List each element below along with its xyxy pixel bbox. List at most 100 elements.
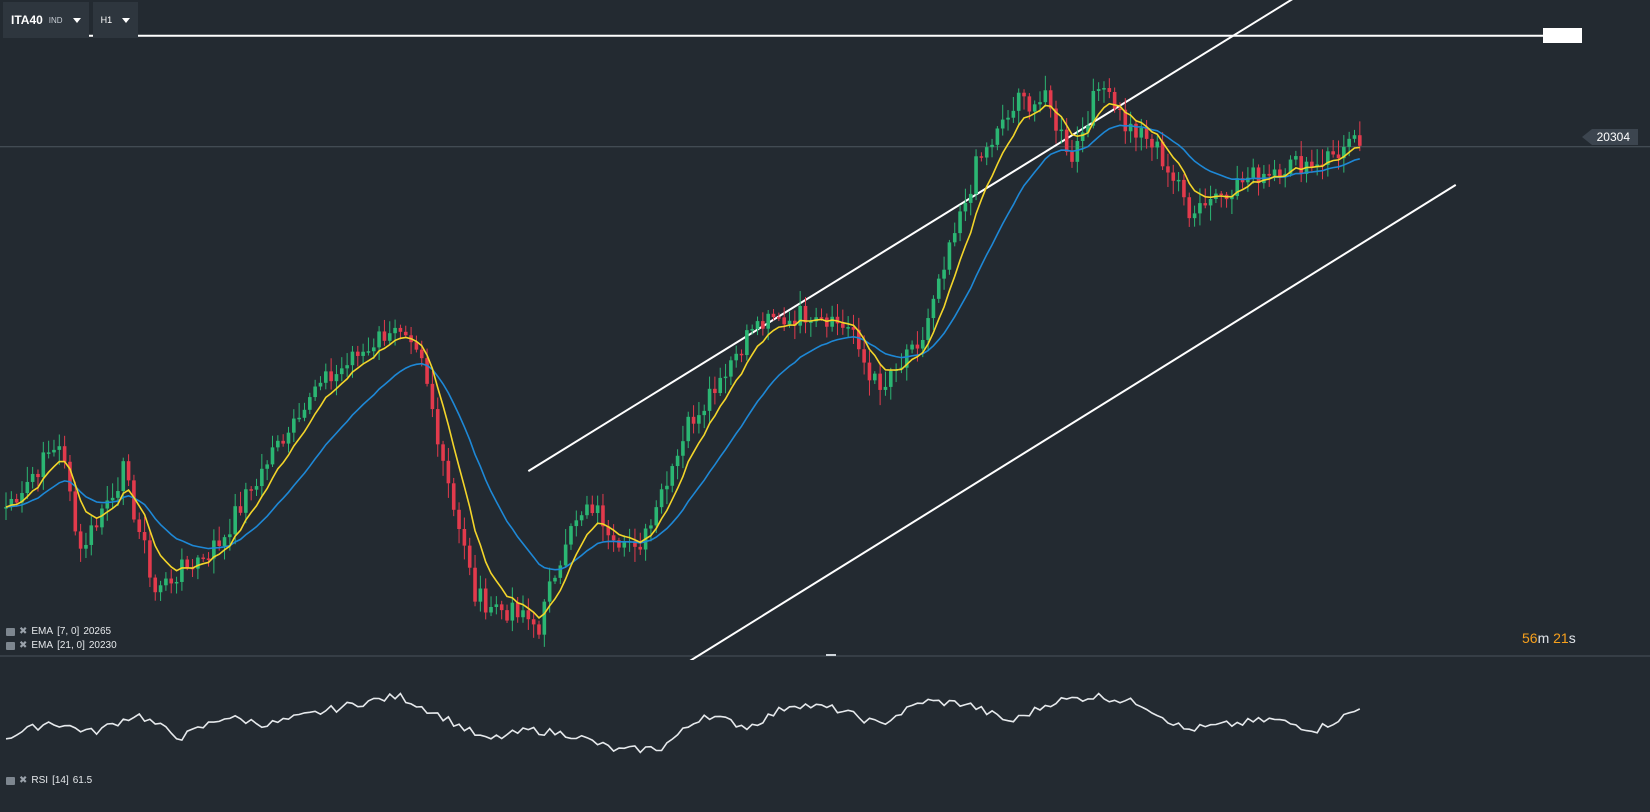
- candle-body: [926, 318, 930, 340]
- candle-body: [339, 368, 344, 375]
- candle-body: [89, 525, 94, 545]
- candle-body: [345, 365, 349, 369]
- candle-body: [238, 506, 243, 513]
- candle-body: [761, 321, 765, 329]
- candle-body: [1299, 156, 1303, 174]
- candle-body: [1139, 127, 1144, 138]
- indicator-settings-icon[interactable]: [6, 641, 15, 650]
- candle-body: [244, 489, 248, 513]
- candle-body: [217, 540, 221, 547]
- ema21-line: [5, 124, 1360, 571]
- candle-body: [169, 578, 174, 584]
- candle-body: [435, 409, 440, 445]
- timeframe-label: H1: [100, 15, 113, 25]
- candle-body: [403, 331, 408, 336]
- candle-body: [483, 588, 488, 613]
- candle-body: [1240, 178, 1245, 183]
- candle-body: [723, 376, 728, 379]
- candle-body: [862, 349, 866, 363]
- candle-body: [158, 585, 163, 593]
- candle-body: [14, 498, 19, 503]
- candle-body: [265, 464, 269, 469]
- candle-body: [201, 557, 206, 560]
- price-chart[interactable]: [0, 0, 1650, 660]
- candle-body: [803, 305, 808, 323]
- candle-body: [915, 344, 920, 349]
- candle-body: [872, 373, 877, 381]
- candle-body: [1155, 141, 1160, 148]
- candle-body: [755, 321, 760, 330]
- candle-body: [1342, 146, 1346, 159]
- candle-body: [1075, 141, 1080, 162]
- candle-body: [638, 546, 643, 550]
- candle-body: [233, 506, 237, 535]
- candle-body: [185, 559, 190, 568]
- countdown-seconds: 21: [1553, 630, 1569, 646]
- candle-body: [1144, 127, 1149, 139]
- candle-body: [665, 485, 669, 490]
- ema7-legend[interactable]: ✖ EMA [7, 0] 20265: [6, 626, 117, 637]
- candle-body: [148, 540, 152, 578]
- candle-body: [521, 610, 525, 618]
- candle-body: [787, 320, 792, 325]
- candle-body: [393, 327, 397, 334]
- candle-body: [387, 333, 392, 341]
- chevron-down-icon: [122, 17, 131, 23]
- candle-body: [617, 540, 621, 548]
- indicator-settings-icon[interactable]: [6, 627, 15, 636]
- rsi-panel[interactable]: [0, 660, 1650, 810]
- candle-body: [419, 349, 424, 359]
- indicator-settings-icon[interactable]: [6, 776, 15, 785]
- candle-body: [1176, 179, 1181, 182]
- candle-body: [1032, 104, 1037, 112]
- close-icon[interactable]: ✖: [19, 774, 28, 786]
- panel-resize-handle: [826, 654, 836, 656]
- candle-body: [1326, 151, 1330, 165]
- close-icon[interactable]: ✖: [19, 625, 28, 637]
- candle-body: [302, 409, 307, 418]
- candle-body: [867, 362, 872, 381]
- rsi-legend-row[interactable]: ✖ RSI [14] 61.5: [6, 775, 92, 786]
- candle-body: [1086, 125, 1090, 133]
- candle-body: [654, 507, 659, 526]
- candle-body: [1027, 96, 1032, 112]
- candle-body: [1219, 193, 1224, 196]
- candle-body: [984, 147, 989, 158]
- candle-body: [537, 624, 541, 635]
- candle-body: [606, 526, 611, 536]
- close-icon[interactable]: ✖: [19, 639, 28, 651]
- countdown-seconds-unit: s: [1568, 630, 1576, 646]
- candle-body: [968, 193, 973, 203]
- candle-body: [595, 505, 600, 514]
- candle-body: [126, 461, 131, 481]
- candle-body: [622, 541, 627, 548]
- candle-body: [68, 461, 72, 492]
- candle-body: [25, 481, 30, 494]
- candle-body: [30, 473, 35, 482]
- candle-body: [633, 541, 637, 547]
- candle-body: [1150, 138, 1154, 148]
- candle-body: [110, 497, 115, 501]
- candle-body: [601, 505, 605, 527]
- candle-body: [952, 233, 957, 243]
- candle-body: [318, 382, 323, 387]
- timeframe-selector[interactable]: H1: [92, 2, 139, 38]
- rsi-params: [14]: [52, 775, 69, 786]
- candle-body: [366, 351, 371, 353]
- candle-body: [1134, 123, 1138, 138]
- ema21-legend[interactable]: ✖ EMA [21, 0] 20230: [6, 640, 117, 651]
- candle-body: [62, 446, 67, 462]
- candle-body: [1118, 108, 1122, 111]
- candle-body: [1256, 167, 1261, 184]
- candle-body: [739, 353, 744, 356]
- candle-body: [920, 339, 925, 349]
- candle-body: [883, 386, 888, 390]
- candle-body: [830, 316, 834, 327]
- candle-body: [777, 317, 781, 319]
- candle-body: [841, 323, 845, 328]
- candle-body: [1112, 91, 1117, 109]
- candle-body: [691, 416, 696, 424]
- ema7-value: 20265: [83, 626, 112, 637]
- symbol-selector[interactable]: ITA40 IND: [3, 2, 89, 38]
